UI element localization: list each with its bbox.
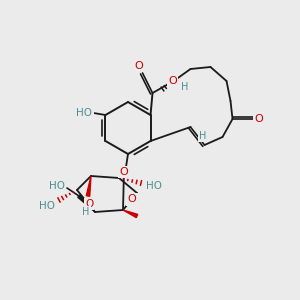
Text: HO: HO	[146, 181, 162, 191]
Text: O: O	[128, 194, 136, 205]
Text: H: H	[181, 82, 188, 92]
Text: O: O	[168, 76, 177, 86]
Text: HO: HO	[76, 108, 92, 118]
Text: O: O	[134, 61, 143, 71]
Text: H: H	[199, 131, 206, 141]
Text: HO: HO	[39, 201, 55, 211]
Polygon shape	[78, 195, 95, 212]
Text: O: O	[120, 167, 128, 177]
Text: O: O	[85, 199, 93, 209]
Text: O: O	[254, 114, 263, 124]
Polygon shape	[123, 210, 138, 218]
Text: H: H	[82, 207, 90, 217]
Text: HO: HO	[49, 181, 65, 191]
Polygon shape	[86, 176, 91, 196]
